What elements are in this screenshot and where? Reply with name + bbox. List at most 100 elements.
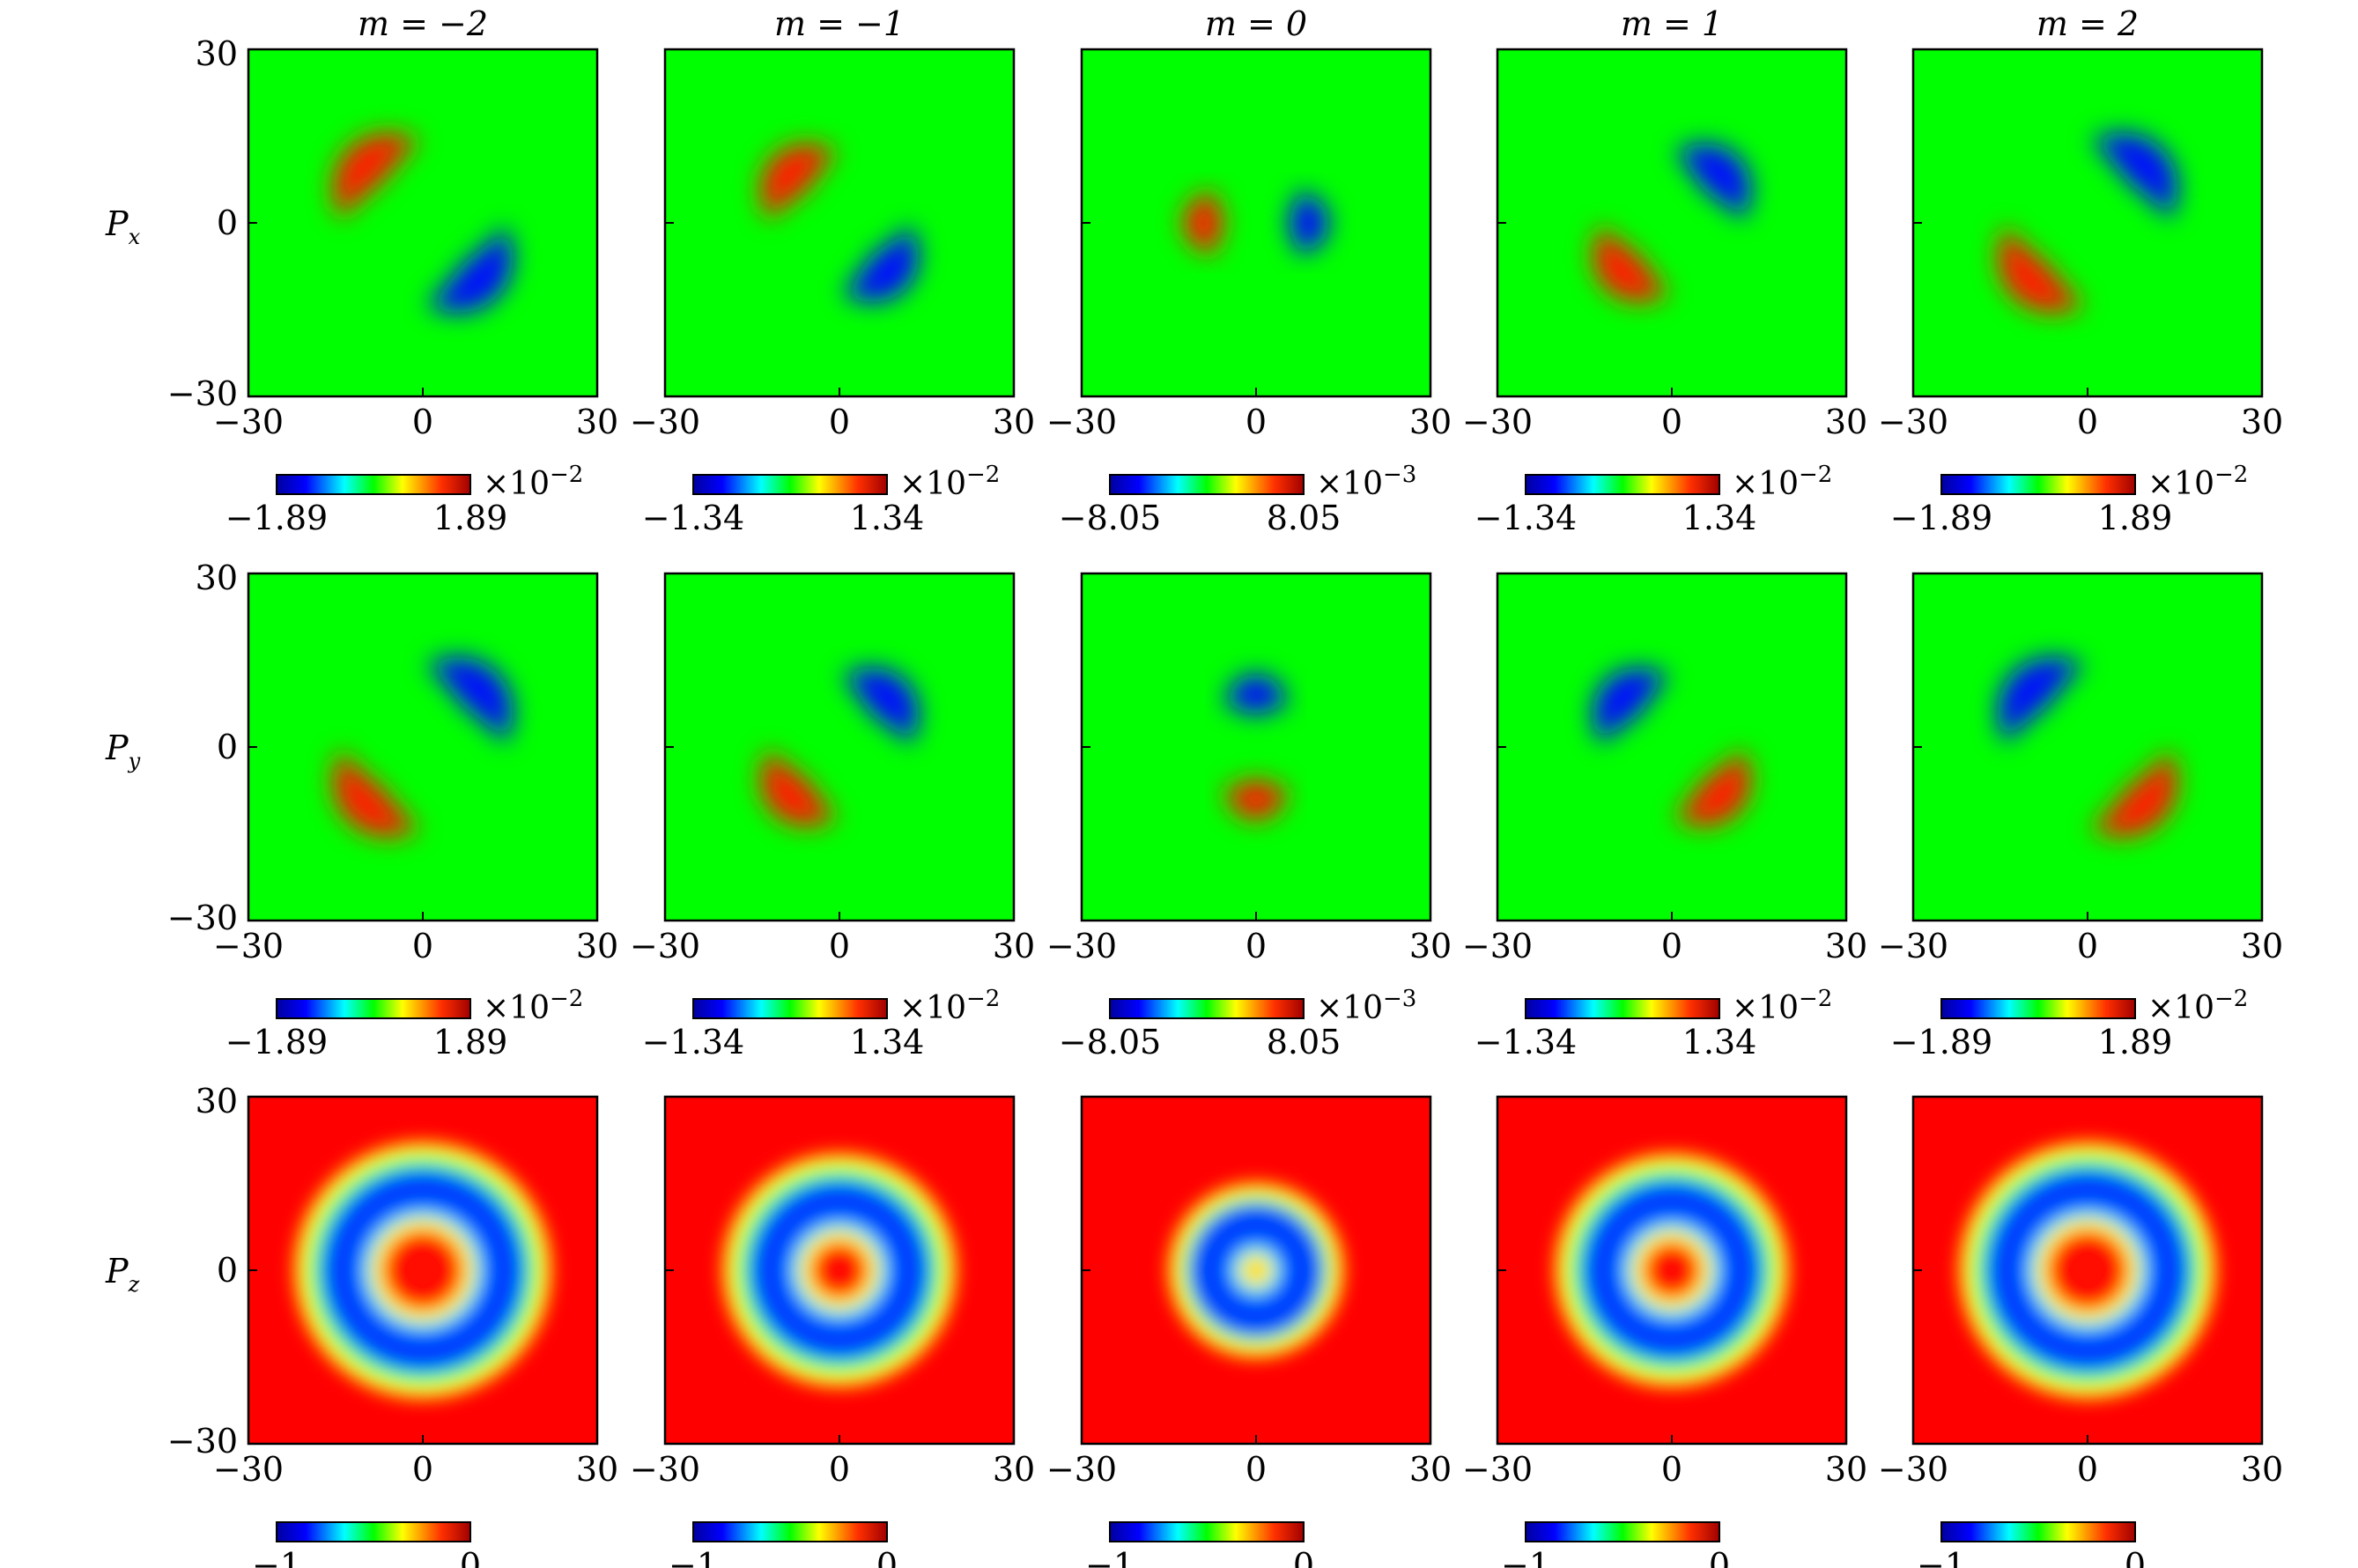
colorbar-max-label: 1.89 bbox=[433, 499, 508, 537]
x-tick-label: 30 bbox=[993, 1450, 1035, 1489]
colorbar bbox=[692, 998, 888, 1019]
colorbar-max-label: 0 bbox=[460, 1546, 481, 1568]
core bbox=[2046, 1229, 2129, 1312]
heatmap-background bbox=[1913, 573, 2262, 921]
x-tick-label: 0 bbox=[412, 403, 433, 441]
colorbar-min-label: −1.89 bbox=[225, 499, 328, 537]
x-tick-label: 0 bbox=[1246, 927, 1267, 965]
panel-py-m-1: −30 0 30 −1.34 1.34×10−2 bbox=[630, 572, 1035, 1061]
panel-py-m2: −30 0 30 −1.89 1.89×10−2 bbox=[1878, 572, 2283, 1061]
heatmap-background bbox=[1082, 573, 1430, 921]
row-label-py: Py bbox=[105, 729, 141, 773]
heatmap-background bbox=[1082, 49, 1430, 396]
x-tick-label: 30 bbox=[576, 927, 618, 965]
column-title-2: m = 0 bbox=[1205, 4, 1307, 43]
x-tick-label: 0 bbox=[2077, 1450, 2098, 1489]
row-label-px: Px bbox=[105, 204, 141, 249]
x-tick-label: 0 bbox=[1246, 403, 1267, 441]
colorbar-exponent: ×10−3 bbox=[1316, 986, 1416, 1026]
negative-lobe bbox=[841, 225, 919, 302]
colorbar-max-label: 1.34 bbox=[1682, 1023, 1757, 1061]
x-tick-label: −30 bbox=[1878, 1450, 1948, 1489]
colorbar-min-label: −1.89 bbox=[225, 1023, 328, 1061]
core bbox=[1643, 1241, 1701, 1299]
x-tick-label: −30 bbox=[630, 1450, 700, 1489]
core bbox=[1250, 1264, 1262, 1276]
column-title-4: m = 2 bbox=[2036, 4, 2139, 43]
panel-py-m0: −30 0 30 −8.05 8.05×10−3 bbox=[1046, 572, 1452, 1061]
colorbar-exponent: ×10−2 bbox=[483, 462, 583, 502]
colorbar bbox=[692, 474, 888, 495]
positive-lobe bbox=[1593, 225, 1670, 302]
heatmap-background bbox=[1497, 573, 1846, 921]
colorbar-min-label: −1 bbox=[1501, 1546, 1550, 1568]
x-tick-label: 0 bbox=[412, 1450, 433, 1489]
y-tick-label: 0 bbox=[217, 728, 238, 766]
x-tick-label: 30 bbox=[1409, 1450, 1452, 1489]
colorbar-exponent: ×10−2 bbox=[483, 986, 583, 1026]
x-tick-label: −30 bbox=[213, 1450, 284, 1489]
x-tick-label: −30 bbox=[1462, 403, 1533, 441]
negative-lobe bbox=[425, 657, 513, 744]
x-tick-label: 0 bbox=[1661, 927, 1682, 965]
positive-lobe bbox=[1224, 779, 1288, 820]
colorbar-min-label: −8.05 bbox=[1059, 1023, 1161, 1061]
y-tick-label: 30 bbox=[196, 558, 238, 597]
colorbar bbox=[1940, 998, 2136, 1019]
negative-lobe bbox=[1288, 191, 1329, 255]
colorbar-min-label: −1.34 bbox=[642, 499, 744, 537]
negative-lobe bbox=[1998, 657, 2085, 744]
column-title-0: m = −2 bbox=[358, 4, 488, 43]
x-tick-label: 30 bbox=[993, 403, 1035, 441]
x-tick-label: 0 bbox=[1246, 1450, 1267, 1489]
colorbar-exponent: ×10−2 bbox=[899, 462, 1000, 502]
colorbar-exponent: ×10−2 bbox=[1732, 462, 1832, 502]
y-tick-label: 30 bbox=[196, 34, 238, 73]
x-tick-label: −30 bbox=[630, 403, 700, 441]
y-tick-label: −30 bbox=[167, 899, 238, 937]
x-tick-label: 0 bbox=[829, 403, 850, 441]
x-tick-label: 30 bbox=[1825, 403, 1867, 441]
colorbar-min-label: −1.89 bbox=[1890, 499, 1992, 537]
x-tick-label: 30 bbox=[2241, 1450, 2283, 1489]
positive-lobe bbox=[1998, 226, 2085, 313]
x-tick-label: −30 bbox=[1046, 927, 1117, 965]
positive-lobe bbox=[1674, 749, 1751, 826]
negative-lobe bbox=[1224, 674, 1288, 715]
y-tick-label: −30 bbox=[167, 374, 238, 413]
panel-px-m1: −30 0 30 −1.34 1.34×10−2 bbox=[1462, 48, 1867, 537]
y-tick-label: 30 bbox=[196, 1082, 238, 1121]
panel-py-m-2: −30 0 30 30 0 −30 −1.89 1.89×10−2 bbox=[167, 558, 618, 1061]
colorbar-max-label: 0 bbox=[1293, 1546, 1314, 1568]
x-tick-label: −30 bbox=[213, 927, 284, 965]
panel-pz-m2: −30 0 30 −1 0 bbox=[1878, 1095, 2283, 1568]
colorbar-max-label: 8.05 bbox=[1267, 1023, 1342, 1061]
panel-pz-m1: −30 0 30 −1 0 bbox=[1462, 1095, 1867, 1568]
x-tick-label: 30 bbox=[1409, 927, 1452, 965]
x-tick-label: 30 bbox=[1409, 403, 1452, 441]
colorbar-min-label: −1.89 bbox=[1890, 1023, 1992, 1061]
x-tick-label: −30 bbox=[1046, 403, 1117, 441]
panel-pz-m0: −30 0 30 −1 0 bbox=[1046, 1095, 1452, 1568]
colorbar bbox=[1109, 998, 1305, 1019]
x-tick-label: 30 bbox=[576, 403, 618, 441]
y-tick-label: 0 bbox=[217, 1251, 238, 1290]
positive-lobe bbox=[1183, 191, 1224, 255]
y-tick-label: 0 bbox=[217, 203, 238, 242]
panel-px-m2: −30 0 30 −1.89 1.89×10−2 bbox=[1878, 48, 2283, 537]
x-tick-label: −30 bbox=[1462, 1450, 1533, 1489]
colorbar-min-label: −1 bbox=[252, 1546, 301, 1568]
y-tick-label: −30 bbox=[167, 1422, 238, 1461]
negative-lobe bbox=[2090, 133, 2177, 220]
row-label-pz: Pz bbox=[105, 1252, 140, 1297]
positive-lobe bbox=[760, 144, 838, 221]
negative-lobe bbox=[841, 668, 919, 745]
colorbar-min-label: −1 bbox=[1085, 1546, 1135, 1568]
colorbar-exponent: ×10−2 bbox=[2147, 986, 2248, 1026]
colorbar-exponent: ×10−2 bbox=[1732, 986, 1832, 1026]
heatmap-background bbox=[665, 49, 1014, 396]
x-tick-label: 30 bbox=[2241, 403, 2283, 441]
colorbar-max-label: 1.89 bbox=[433, 1023, 508, 1061]
colorbar-max-label: 0 bbox=[1709, 1546, 1730, 1568]
